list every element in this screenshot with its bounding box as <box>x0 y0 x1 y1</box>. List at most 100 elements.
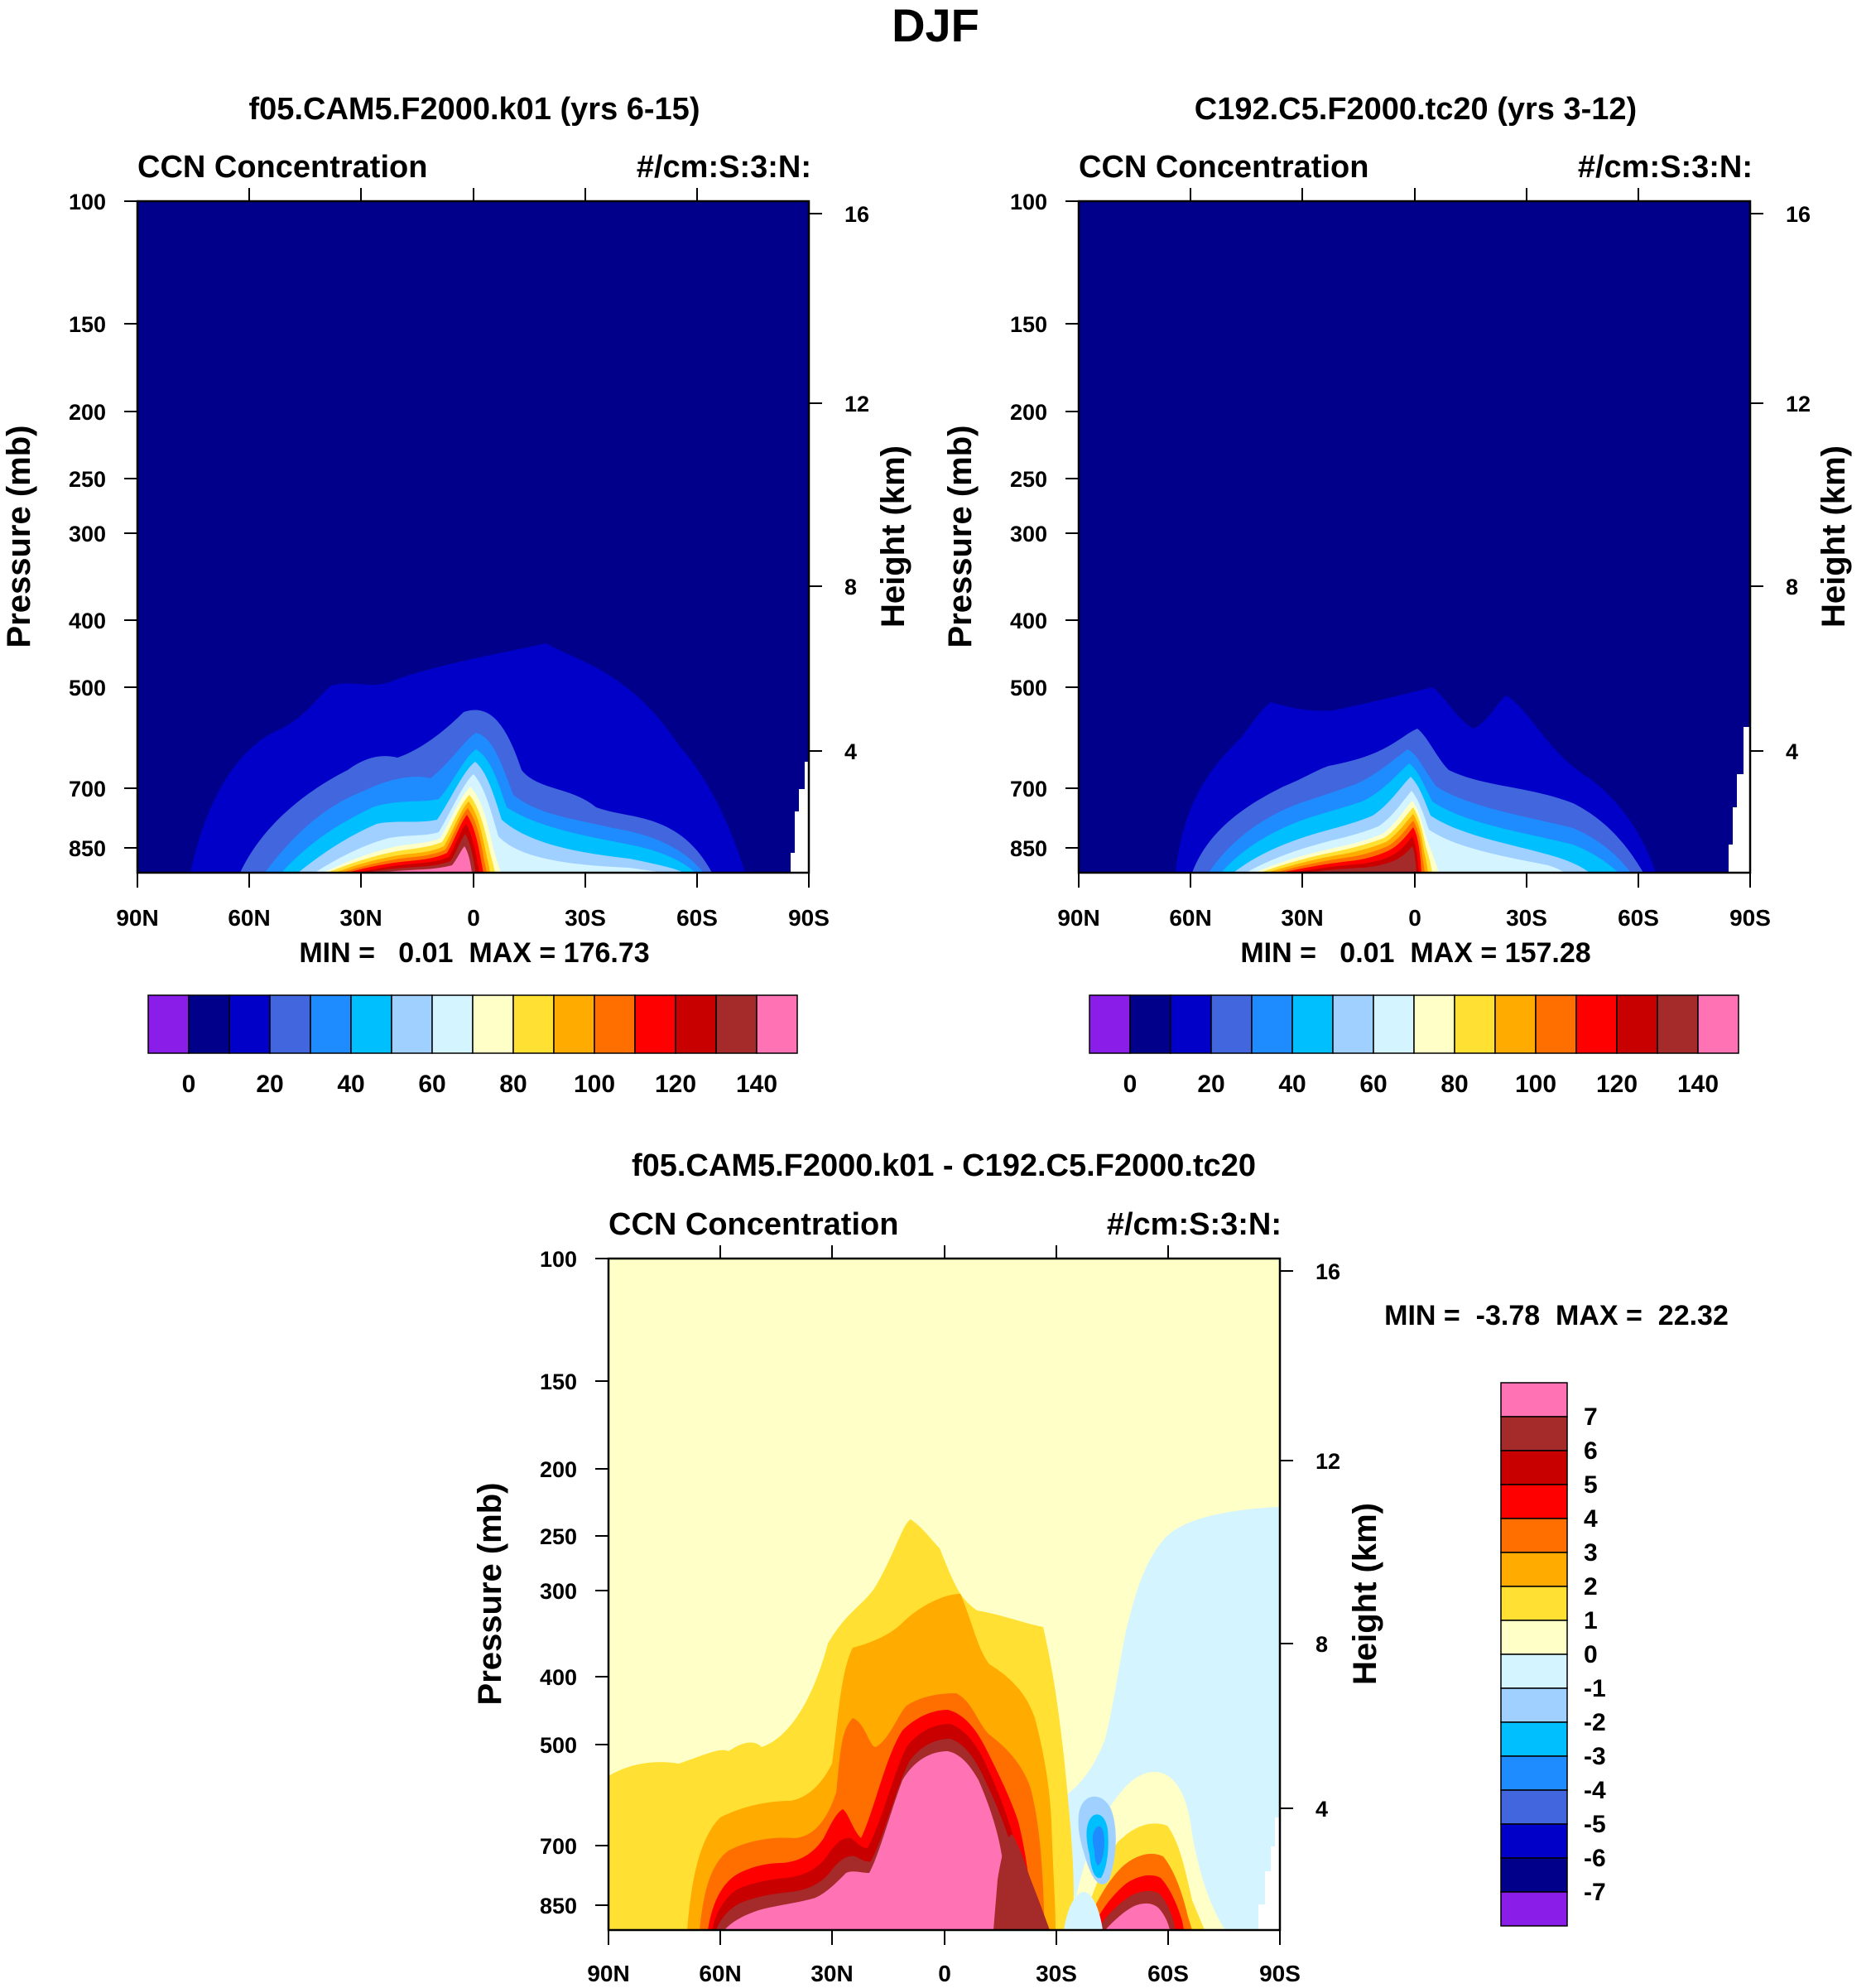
panel-c-cb-swatch-0 <box>1500 1891 1568 1927</box>
panel-c-ylabel-250: 250 <box>540 1524 577 1549</box>
panel-c-cb-swatch-3 <box>1500 1789 1568 1825</box>
panel-b-cb-label-0: 0 <box>1123 1071 1138 1098</box>
panel-c-ylabel-300: 300 <box>540 1579 577 1604</box>
panel-b-cb-swatch-6 <box>1332 994 1374 1054</box>
panel-a-xlabel-0: 0 <box>467 905 480 931</box>
panel-b-cb-swatch-11 <box>1535 994 1577 1054</box>
panel-c-contour-gt7-south-bump <box>1105 1903 1170 1930</box>
panel-a-cb-swatch-5 <box>350 994 392 1054</box>
panel-b-plot-area <box>1077 200 1752 874</box>
panel-a-cb-swatch-1 <box>188 994 230 1054</box>
panel-a-ylabel-850: 850 <box>69 836 106 861</box>
panel-a-cb-swatch-7 <box>431 994 474 1054</box>
panel-c-cb-label-6: 6 <box>1584 1437 1598 1465</box>
panel-a-top-ticks <box>248 188 698 201</box>
panel-c-xlabel-0: 0 <box>938 1961 951 1986</box>
panel-b-y2label-8: 8 <box>1786 575 1798 599</box>
panel-b-y2label-12: 12 <box>1786 392 1811 416</box>
panel-c-right-string: #/cm:S:3:N: <box>1107 1207 1282 1242</box>
panel-c-left-string: CCN Concentration <box>608 1207 898 1242</box>
panel-a-y2label: Height (km) <box>875 445 911 628</box>
panel-b-missing-data <box>1729 727 1750 873</box>
panel-a-ylabel-400: 400 <box>69 609 106 633</box>
panel-c-cb-label-1: 1 <box>1584 1607 1598 1634</box>
panel-a-right-axis: 16 12 8 4 Height (km) <box>809 202 911 764</box>
panel-a-cb-label-0: 0 <box>182 1071 196 1098</box>
panel-c-bottom-axis: 90N 60N 30N 0 30S 60S 90S <box>587 1930 1301 1986</box>
panel-a-colorbar: 0 20 40 60 80 100 120 140 <box>147 994 798 1098</box>
panel-a-ylabel-500: 500 <box>69 676 106 700</box>
panel-c-y2label-8: 8 <box>1315 1632 1328 1657</box>
panel-b-cb-swatch-13 <box>1616 994 1658 1054</box>
panel-a-cb-swatch-8 <box>472 994 514 1054</box>
panel-c-cb-label-neg4: -4 <box>1584 1777 1606 1804</box>
panel-b-xlabel-90s: 90S <box>1729 905 1771 931</box>
panel-b-cb-swatch-3 <box>1210 994 1253 1054</box>
panel-b-xlabel-90n: 90N <box>1057 905 1099 931</box>
panel-b-ylabel-300: 300 <box>1010 522 1047 546</box>
panel-c-cb-label-4: 4 <box>1584 1505 1598 1533</box>
panel-a-cb-swatch-11 <box>594 994 636 1054</box>
panel-c-ylabel-150: 150 <box>540 1369 577 1394</box>
panel-b-ylabel-250: 250 <box>1010 467 1047 492</box>
panel-a-y2label-16: 16 <box>844 202 869 227</box>
panel-b-bottom-axis: 90N 60N 30N 0 30S 60S 90S <box>1057 873 1771 931</box>
panel-a-xlabel-60s: 60S <box>676 905 718 931</box>
panel-a-cb-label-20: 20 <box>256 1071 283 1098</box>
panel-a-title: f05.CAM5.F2000.k01 (yrs 6-15) <box>249 92 700 127</box>
panel-a-stats: MIN = 0.01 MAX = 176.73 <box>299 937 649 969</box>
panel-b-cb-label-40: 40 <box>1278 1071 1306 1098</box>
panel-b-cb-swatch-12 <box>1575 994 1618 1054</box>
panel-c-cb-label-neg5: -5 <box>1584 1811 1606 1838</box>
panel-c-y2label-4: 4 <box>1315 1797 1328 1822</box>
panel-b-xlabel-60s: 60S <box>1618 905 1659 931</box>
panel-c-cb-label-3: 3 <box>1584 1539 1598 1567</box>
panel-a-cb-label-80: 80 <box>499 1071 527 1098</box>
panel-b-cb-swatch-5 <box>1291 994 1334 1054</box>
panel-c-cb-swatch-2 <box>1500 1823 1568 1859</box>
panel-a-ylabel-150: 150 <box>69 312 106 337</box>
panel-a-contour-130-140 <box>364 834 476 873</box>
panel-a-cb-swatch-3 <box>269 994 311 1054</box>
panel-b-ylabel-500: 500 <box>1010 676 1047 700</box>
panel-c-xlabel-30n: 30N <box>810 1961 853 1986</box>
panel-a-cb-label-140: 140 <box>736 1071 777 1098</box>
panel-c-cb-swatch-7 <box>1500 1653 1568 1689</box>
panel-b-left-string: CCN Concentration <box>1079 150 1368 185</box>
panel-c-cb-swatch-12 <box>1500 1484 1568 1519</box>
panel-b-cb-swatch-4 <box>1251 994 1293 1054</box>
panel-b-colorbar: 0 20 40 60 80 100 120 140 <box>1089 994 1739 1098</box>
panel-b-title: C192.C5.F2000.tc20 (yrs 3-12) <box>1195 92 1637 127</box>
panel-b-cb-label-100: 100 <box>1515 1071 1556 1098</box>
panel-a-ccn-cam5: f05.CAM5.F2000.k01 (yrs 6-15) CCN Concen… <box>1 92 911 1098</box>
panel-c-y2label: Height (km) <box>1347 1503 1383 1685</box>
panel-b-xlabel-30n: 30N <box>1281 905 1323 931</box>
panel-b-cb-label-60: 60 <box>1359 1071 1387 1098</box>
panel-c-ylabel-850: 850 <box>540 1894 577 1918</box>
panel-a-cb-swatch-6 <box>391 994 433 1054</box>
panel-c-xlabel-90n: 90N <box>587 1961 629 1986</box>
panel-b-cb-swatch-1 <box>1129 994 1171 1054</box>
panel-c-contour-neg3 <box>1092 1826 1104 1865</box>
panel-c-top-ticks <box>719 1245 1169 1259</box>
panel-c-cb-label-neg2: -2 <box>1584 1709 1606 1736</box>
panel-b-cb-swatch-15 <box>1697 994 1739 1054</box>
panel-a-missing-data <box>791 762 809 873</box>
panel-b-contour-130-140 <box>1304 846 1416 873</box>
panel-b-cb-swatch-2 <box>1170 994 1212 1054</box>
panel-a-bottom-axis: 90N 60N 30N 0 30S 60S 90S <box>116 873 830 931</box>
panel-c-cb-label-neg7: -7 <box>1584 1879 1606 1906</box>
panel-b-left-axis: 100 150 200 250 300 400 500 700 850 Pres… <box>942 190 1079 861</box>
panel-a-ylabel-700: 700 <box>69 777 106 801</box>
panel-b-y2label-4: 4 <box>1786 739 1798 764</box>
panel-c-title: f05.CAM5.F2000.k01 - C192.C5.F2000.tc20 <box>632 1148 1256 1183</box>
panel-a-cb-label-100: 100 <box>574 1071 615 1098</box>
panel-b-cb-label-20: 20 <box>1197 1071 1224 1098</box>
panel-b-ylabel-200: 200 <box>1010 400 1047 425</box>
panel-b-cb-swatch-8 <box>1413 994 1455 1054</box>
panel-c-ylabel: Pressure (mb) <box>472 1483 508 1706</box>
panel-c-contour-gt7-left <box>724 1751 1010 1930</box>
panel-c-cb-swatch-14 <box>1500 1416 1568 1451</box>
panel-b-cb-label-140: 140 <box>1677 1071 1719 1098</box>
